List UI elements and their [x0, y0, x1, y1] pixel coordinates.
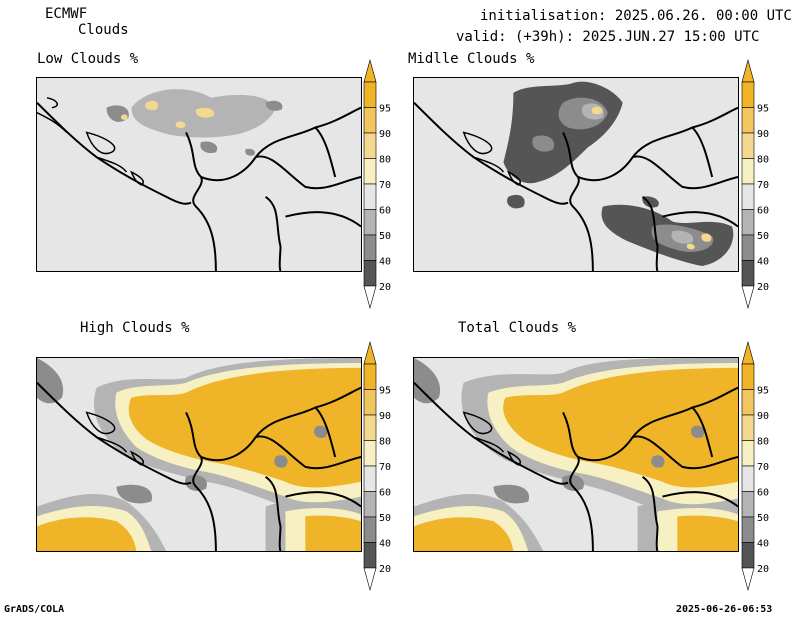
- colorbar-label: 50: [757, 513, 769, 524]
- model-name: ECMWF: [45, 6, 88, 22]
- colorbar-top-triangle: [363, 340, 377, 365]
- footer-timestamp: 2025-06-26-06:53: [676, 604, 773, 615]
- colorbar-segment: [363, 234, 377, 261]
- colorbar-top-triangle: [363, 58, 377, 83]
- colorbar-segment: [741, 234, 755, 261]
- colorbar-label: 70: [757, 462, 769, 473]
- colorbar-bottom-triangle: [363, 285, 377, 310]
- map-middle-clouds: [413, 77, 739, 272]
- panel-title-middle: Midlle Clouds %: [408, 51, 535, 67]
- colorbar-segment: [741, 389, 755, 416]
- colorbar-label: 20: [379, 564, 391, 575]
- colorbar-label: 60: [379, 206, 391, 217]
- colorbar-low: 95 90 80 70 60 50 40 20: [363, 58, 398, 310]
- colorbar-label: 70: [379, 462, 391, 473]
- colorbar-segment: [363, 158, 377, 185]
- colorbar-segment: [741, 183, 755, 210]
- colorbar-label: 95: [757, 104, 769, 115]
- colorbar-segment: [741, 260, 755, 287]
- colorbar-label: 70: [379, 180, 391, 191]
- colorbar-segment: [741, 363, 755, 390]
- colorbar-segment: [363, 542, 377, 569]
- colorbar-high: 95 90 80 70 60 50 40 20: [363, 340, 398, 592]
- colorbar-top-triangle: [741, 340, 755, 365]
- colorbar-segment: [741, 542, 755, 569]
- field-name: Clouds: [78, 22, 129, 38]
- colorbar-segment: [363, 81, 377, 108]
- colorbar-label: 80: [757, 437, 769, 448]
- colorbar-middle: 95 90 80 70 60 50 40 20: [741, 58, 776, 310]
- colorbar-segment: [741, 491, 755, 518]
- panel-title-high: High Clouds %: [80, 320, 190, 336]
- colorbar-segment: [741, 414, 755, 441]
- colorbar-label: 95: [379, 386, 391, 397]
- colorbar-segment: [363, 516, 377, 543]
- colorbar-segment: [363, 440, 377, 467]
- colorbar-label: 95: [757, 386, 769, 397]
- colorbar-label: 80: [757, 155, 769, 166]
- colorbar-label: 60: [757, 488, 769, 499]
- footer-software: GrADS/COLA: [4, 604, 65, 615]
- colorbar-label: 40: [757, 257, 769, 268]
- colorbar-segment: [741, 81, 755, 108]
- cloud-field: [106, 89, 283, 156]
- colorbar-label: 20: [757, 282, 769, 293]
- map-total-clouds: [413, 357, 739, 552]
- colorbar-total: 95 90 80 70 60 50 40 20: [741, 340, 776, 592]
- colorbar-segment: [741, 516, 755, 543]
- colorbar-segment: [363, 465, 377, 492]
- colorbar-label: 20: [757, 564, 769, 575]
- colorbar-segment: [741, 209, 755, 236]
- colorbar-label: 90: [379, 129, 391, 140]
- colorbar-segment: [741, 158, 755, 185]
- panel-title-low: Low Clouds %: [37, 51, 139, 67]
- valid-time: valid: (+39h): 2025.JUN.27 15:00 UTC: [456, 29, 760, 45]
- init-time: initialisation: 2025.06.26. 00:00 UTC: [480, 8, 792, 24]
- colorbar-label: 40: [379, 257, 391, 268]
- map-high-clouds: [36, 357, 362, 552]
- panel-title-total: Total Clouds %: [458, 320, 577, 336]
- colorbar-segment: [741, 465, 755, 492]
- colorbar-label: 60: [757, 206, 769, 217]
- colorbar-segment: [741, 107, 755, 134]
- colorbar-segment: [363, 107, 377, 134]
- colorbar-label: 80: [379, 155, 391, 166]
- colorbar-top-triangle: [741, 58, 755, 83]
- colorbar-label: 20: [379, 282, 391, 293]
- colorbar-segment: [363, 132, 377, 159]
- colorbar-label: 95: [379, 104, 391, 115]
- map-low-clouds: [36, 77, 362, 272]
- colorbar-label: 90: [757, 411, 769, 422]
- colorbar-label: 70: [757, 180, 769, 191]
- colorbar-segment: [363, 389, 377, 416]
- colorbar-segment: [363, 414, 377, 441]
- colorbar-segment: [363, 209, 377, 236]
- colorbar-segment: [363, 183, 377, 210]
- colorbar-label: 40: [379, 539, 391, 550]
- colorbar-bottom-triangle: [363, 567, 377, 592]
- colorbar-label: 50: [379, 513, 391, 524]
- colorbar-label: 40: [757, 539, 769, 550]
- colorbar-bottom-triangle: [741, 567, 755, 592]
- colorbar-segment: [363, 491, 377, 518]
- colorbar-label: 60: [379, 488, 391, 499]
- colorbar-segment: [741, 440, 755, 467]
- colorbar-bottom-triangle: [741, 285, 755, 310]
- colorbar-segment: [741, 132, 755, 159]
- colorbar-segment: [363, 260, 377, 287]
- colorbar-label: 50: [379, 231, 391, 242]
- colorbar-segment: [363, 363, 377, 390]
- colorbar-label: 90: [757, 129, 769, 140]
- colorbar-label: 50: [757, 231, 769, 242]
- colorbar-label: 80: [379, 437, 391, 448]
- colorbar-label: 90: [379, 411, 391, 422]
